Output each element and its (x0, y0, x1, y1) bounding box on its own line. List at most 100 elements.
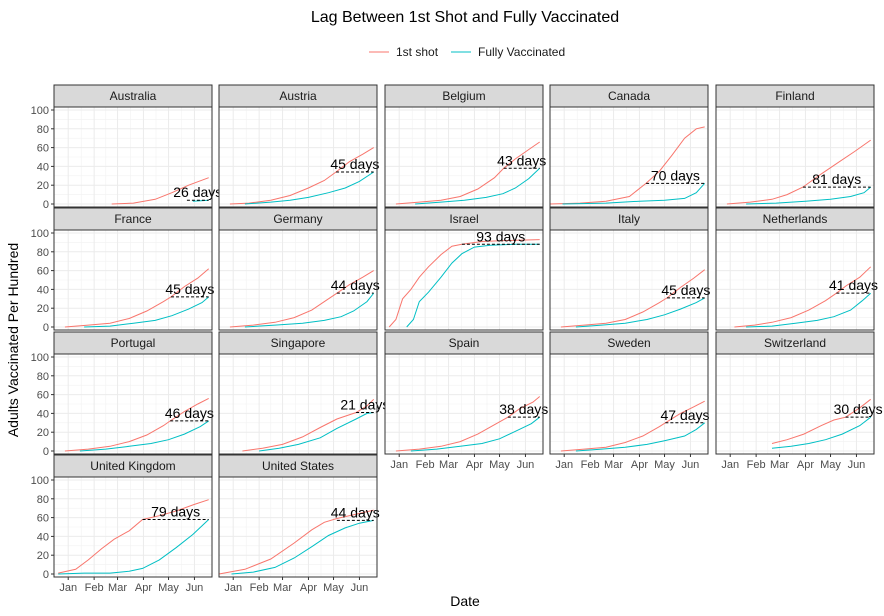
x-tick-label: Mar (439, 459, 458, 471)
panel-italy: Italy 45 days (549, 207, 710, 331)
x-tick-label: Feb (250, 582, 269, 594)
x-tick-label: Feb (85, 582, 104, 594)
panel-spain: Spain 38 days Jan Feb Mar Apr May Jun (384, 331, 548, 471)
panel-canada: Canada 70 days (549, 84, 709, 208)
series-line-first-shot (560, 400, 705, 452)
panel-border (384, 229, 544, 331)
lag-annotation: 30 days (834, 401, 883, 417)
series-line-fully-vaccinated (84, 296, 210, 328)
x-tick-label: Jan (224, 582, 242, 594)
lag-annotation: 45 days (661, 282, 710, 298)
x-tick-label: Mar (108, 582, 127, 594)
y-tick-label: 40 (37, 531, 49, 543)
x-tick-label: Jun (517, 459, 535, 471)
y-tick-label: 0 (43, 446, 49, 458)
y-tick-label: 20 (37, 180, 49, 192)
y-tick-label: 60 (37, 513, 49, 525)
panel-border (53, 229, 213, 331)
panel-strip-label: Spain (449, 336, 480, 350)
panel-belgium: Belgium 43 days (384, 84, 546, 208)
series-line-first-shot (218, 509, 374, 575)
series-line-first-shot (549, 126, 705, 205)
legend-label-fully-vaccinated: Fully Vaccinated (478, 45, 565, 59)
series-line-fully-vaccinated (79, 420, 209, 452)
series-line-fully-vaccinated (771, 416, 872, 449)
x-tick-label: May (820, 459, 841, 471)
panel-singapore: Singapore 21 days (218, 331, 389, 455)
legend: 1st shot Fully Vaccinated (369, 45, 565, 59)
x-tick-label: May (654, 459, 675, 471)
panel-portugal: Portugal 46 days 0 20 40 60 80 100 (31, 331, 214, 458)
panel-sweden: Sweden 47 days Jan Feb Mar Apr May Jun (549, 331, 710, 471)
x-tick-label: Jan (390, 459, 408, 471)
panel-germany: Germany 44 days (218, 207, 380, 331)
panel-strip-label: Canada (608, 89, 650, 103)
x-tick-label: Apr (135, 582, 152, 594)
legend-label-first-shot: 1st shot (396, 45, 439, 59)
y-tick-label: 100 (31, 352, 49, 364)
lag-annotation: 47 days (660, 407, 709, 423)
x-tick-label: Feb (416, 459, 435, 471)
panel-border (218, 229, 378, 331)
series-line-first-shot (734, 266, 872, 328)
series-line-fully-vaccinated (244, 171, 374, 205)
panel-border (549, 353, 709, 455)
series-line-first-shot (58, 499, 209, 574)
panel-strip-label: Israel (449, 212, 478, 226)
lag-annotation: 81 days (812, 171, 861, 187)
x-tick-label: Jan (721, 459, 739, 471)
panel-israel: Israel 93 days (384, 207, 544, 331)
panel-australia: Australia 26 days 0 20 40 60 80 100 (31, 84, 222, 211)
panel-strip-label: France (114, 212, 152, 226)
x-tick-label: Jan (555, 459, 573, 471)
y-tick-label: 20 (37, 550, 49, 562)
x-tick-label: Jun (682, 459, 700, 471)
series-line-first-shot (560, 269, 706, 328)
series-line-first-shot (229, 270, 374, 328)
series-line-first-shot (64, 268, 210, 328)
series-line-fully-vaccinated (244, 292, 375, 328)
x-tick-label: Apr (797, 459, 814, 471)
y-tick-label: 0 (43, 199, 49, 211)
series-line-first-shot (771, 398, 872, 444)
y-tick-label: 40 (37, 408, 49, 420)
x-tick-label: Apr (466, 459, 483, 471)
series-line-fully-vaccinated (410, 416, 541, 452)
y-tick-label: 40 (37, 284, 49, 296)
panel-strip-label: United States (262, 459, 334, 473)
series-line-fully-vaccinated (192, 199, 209, 202)
lag-annotation: 21 days (340, 396, 389, 412)
lag-annotation: 26 days (173, 184, 222, 200)
panel-border (218, 106, 378, 208)
x-tick-label: Feb (747, 459, 766, 471)
panels: Australia 26 days 0 20 40 60 80 100 Austria 45 da… (31, 84, 883, 594)
panel-strip-label: United Kingdom (90, 459, 175, 473)
lag-annotation: 46 days (165, 405, 214, 421)
lag-annotation: 45 days (165, 281, 214, 297)
x-tick-label: Jun (351, 582, 369, 594)
series-line-fully-vaccinated (575, 297, 705, 328)
x-tick-label: Apr (300, 582, 317, 594)
panel-strip-label: Belgium (442, 89, 485, 103)
y-tick-label: 80 (37, 124, 49, 136)
panel-strip-label: Switzerland (764, 336, 826, 350)
lag-annotation: 41 days (829, 277, 878, 293)
panel-strip-label: Italy (618, 212, 640, 226)
panel-strip-label: Germany (273, 212, 322, 226)
series-line-fully-vaccinated (746, 186, 872, 205)
panel-united-states: United States 44 days Jan Feb Mar Apr May Jun (218, 454, 380, 594)
y-tick-label: 100 (31, 228, 49, 240)
x-tick-label: May (158, 582, 179, 594)
series-line-fully-vaccinated (415, 167, 541, 205)
y-tick-label: 60 (37, 390, 49, 402)
series-line-fully-vaccinated (562, 182, 706, 205)
y-tick-label: 0 (43, 322, 49, 334)
panel-united-kingdom: United Kingdom 79 days 0 20 40 60 80 100 Jan Feb M… (31, 454, 213, 594)
chart-title: Lag Between 1st Shot and Fully Vaccinate… (311, 9, 619, 26)
panel-border (549, 106, 709, 208)
series-line-fully-vaccinated (406, 243, 540, 328)
series-line-first-shot (726, 139, 871, 205)
x-tick-label: May (323, 582, 344, 594)
x-tick-label: Jun (186, 582, 204, 594)
